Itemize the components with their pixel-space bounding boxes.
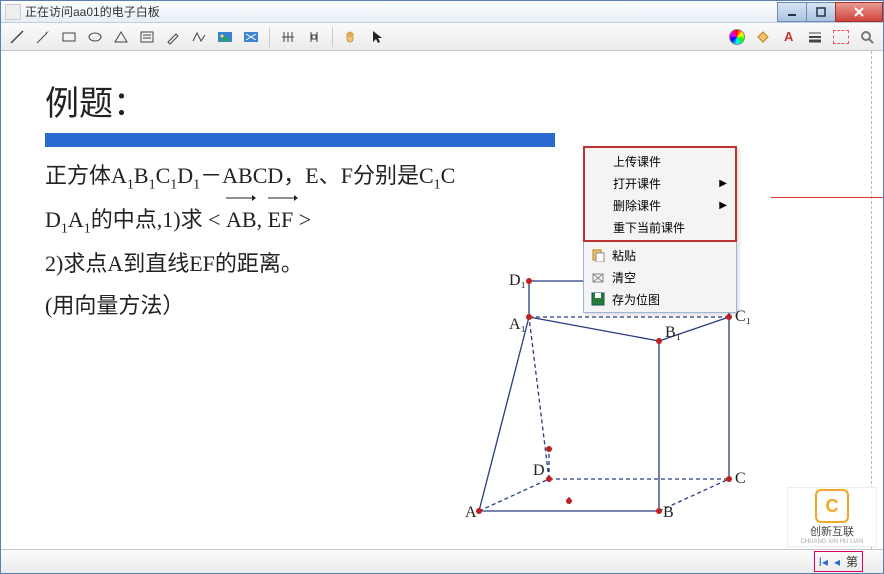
minimize-button[interactable] bbox=[777, 2, 807, 22]
watermark: C 创新互联 CHUANG XIN HU LIAN bbox=[787, 487, 877, 547]
text-tool-icon[interactable] bbox=[137, 27, 157, 47]
toolbar-separator bbox=[269, 27, 270, 47]
svg-text:D: D bbox=[533, 462, 545, 479]
line-style-icon[interactable] bbox=[805, 27, 825, 47]
font-color-icon[interactable]: A bbox=[779, 27, 799, 47]
svg-text:B₁: B₁ bbox=[665, 324, 681, 341]
menu-delete-courseware[interactable]: 删除课件▶ bbox=[585, 194, 735, 216]
svg-text:C: C bbox=[735, 470, 746, 487]
watermark-logo-icon: C bbox=[815, 489, 849, 523]
selection-style-icon[interactable] bbox=[831, 27, 851, 47]
ellipse-tool-icon[interactable] bbox=[85, 27, 105, 47]
context-menu: 上传课件 打开课件▶ 删除课件▶ 重下当前课件 bbox=[583, 146, 737, 242]
submenu-arrow-icon: ▶ bbox=[719, 200, 727, 211]
pager-prev-icon[interactable]: ◂ bbox=[834, 555, 840, 569]
svg-text:A₁: A₁ bbox=[509, 316, 526, 333]
align-tool-icon[interactable] bbox=[278, 27, 298, 47]
menu-save-as-image[interactable]: 存为位图 bbox=[584, 288, 736, 310]
menu-reset-courseware[interactable]: 重下当前课件 bbox=[585, 216, 735, 238]
svg-text:B: B bbox=[663, 504, 674, 521]
blue-underline bbox=[45, 133, 555, 147]
arrow-tool-icon[interactable] bbox=[33, 27, 53, 47]
menu-open-courseware[interactable]: 打开课件▶ bbox=[585, 172, 735, 194]
menu-clear[interactable]: 清空 bbox=[584, 266, 736, 288]
heading: 例题： bbox=[45, 76, 843, 125]
polyline-tool-icon[interactable] bbox=[189, 27, 209, 47]
zoom-icon[interactable] bbox=[857, 27, 877, 47]
screenshot-tool-icon[interactable] bbox=[241, 27, 261, 47]
clear-icon bbox=[590, 269, 606, 285]
titlebar: 正在访问aa01的电子白板 bbox=[1, 1, 883, 23]
window-title: 正在访问aa01的电子白板 bbox=[25, 3, 777, 20]
fill-tool-icon[interactable] bbox=[753, 27, 773, 47]
pointer-tool-icon[interactable] bbox=[367, 27, 387, 47]
rect-tool-icon[interactable] bbox=[59, 27, 79, 47]
svg-text:C₁: C₁ bbox=[735, 308, 751, 325]
pager-label: 第 bbox=[846, 553, 858, 570]
triangle-tool-icon[interactable] bbox=[111, 27, 131, 47]
close-button[interactable] bbox=[835, 2, 883, 22]
watermark-brand: 创新互联 bbox=[810, 523, 854, 539]
hand-tool-icon[interactable] bbox=[341, 27, 361, 47]
canvas-area[interactable]: 例题： 正方体A1B1C1D1－ABCD，E、F分别是C1C D1A1的中点,1… bbox=[1, 51, 883, 549]
watermark-sub: CHUANG XIN HU LIAN bbox=[800, 539, 863, 545]
margin-guide bbox=[871, 51, 873, 549]
maximize-button[interactable] bbox=[806, 2, 836, 22]
paste-icon bbox=[590, 247, 606, 263]
app-window: 正在访问aa01的电子白板 A 例题： bbox=[0, 0, 884, 574]
line-tool-icon[interactable] bbox=[7, 27, 27, 47]
svg-text:D₁: D₁ bbox=[509, 272, 526, 289]
menu-paste[interactable]: 粘贴 bbox=[584, 244, 736, 266]
color-picker-icon[interactable] bbox=[727, 27, 747, 47]
context-menu-2: 粘贴 清空 存为位图 bbox=[583, 242, 737, 313]
status-bar: I◂ ◂ 第 bbox=[1, 549, 883, 573]
toolbar-separator bbox=[332, 27, 333, 47]
menu-upload-courseware[interactable]: 上传课件 bbox=[585, 150, 735, 172]
svg-text:A: A bbox=[465, 504, 477, 521]
image-tool-icon[interactable] bbox=[215, 27, 235, 47]
svg-text:A: A bbox=[784, 29, 794, 44]
pager: I◂ ◂ 第 bbox=[814, 551, 863, 572]
pager-first-icon[interactable]: I◂ bbox=[819, 555, 828, 569]
submenu-arrow-icon: ▶ bbox=[719, 178, 727, 189]
save-icon bbox=[590, 291, 606, 307]
pen-tool-icon[interactable] bbox=[163, 27, 183, 47]
toolbar: A bbox=[1, 23, 883, 51]
app-icon bbox=[5, 4, 21, 20]
distribute-tool-icon[interactable] bbox=[304, 27, 324, 47]
window-buttons bbox=[777, 2, 883, 22]
